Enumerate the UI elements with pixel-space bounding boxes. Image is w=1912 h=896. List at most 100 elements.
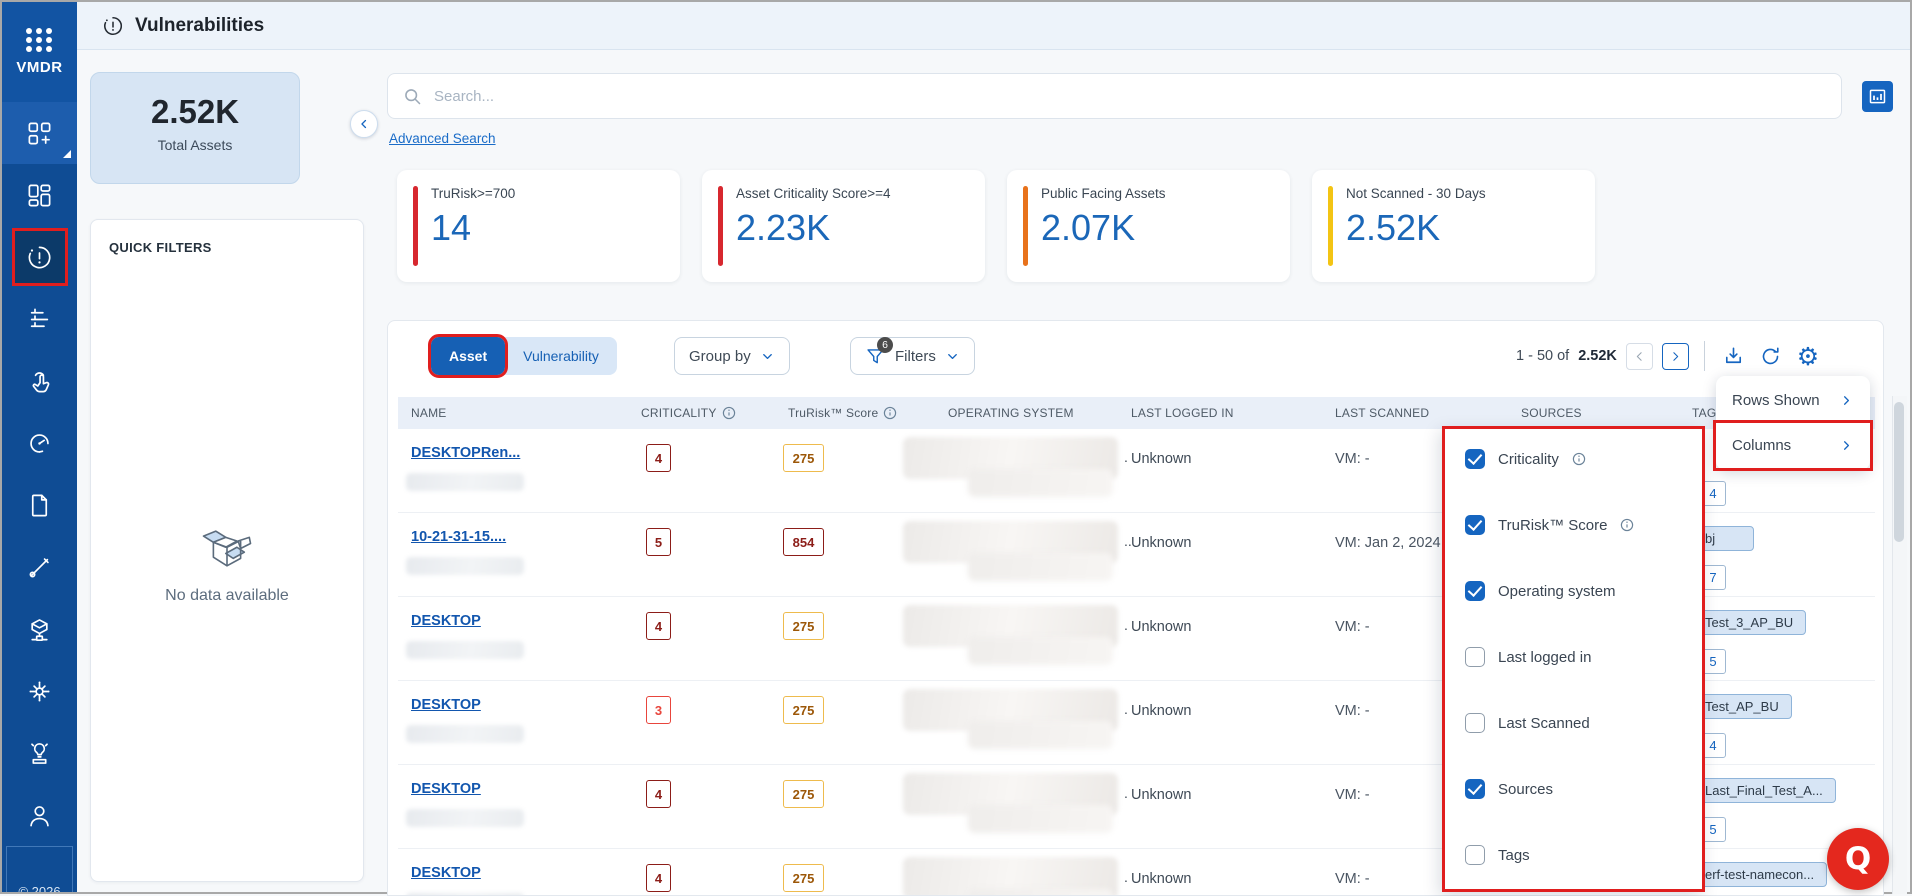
redacted-operating-system-line2: [968, 469, 1113, 497]
tag-chip[interactable]: Last_Final_Test_A...: [1692, 778, 1836, 803]
redacted-operating-system-line2: [968, 805, 1113, 833]
settings-menu-item[interactable]: Columns: [1713, 420, 1873, 471]
hand-click-icon: [32, 371, 50, 392]
collapse-panel-button[interactable]: [350, 110, 378, 138]
sidebar-item-response[interactable]: [2, 350, 77, 412]
tag-chip[interactable]: Test_3_AP_BU: [1692, 610, 1807, 635]
sidebar-item-tools[interactable]: [2, 536, 77, 598]
stat-card[interactable]: Public Facing Assets 2.07K: [1007, 170, 1290, 282]
sidebar-item-network[interactable]: [2, 660, 77, 722]
refresh-icon: [1763, 346, 1780, 364]
filters-dropdown[interactable]: 6 Filters: [850, 336, 975, 375]
sidebar-item-insights[interactable]: [2, 722, 77, 784]
checkbox[interactable]: [1465, 779, 1485, 799]
column-header[interactable]: LAST LOGGED IN: [1131, 397, 1234, 429]
column-option[interactable]: Operating system: [1465, 581, 1702, 601]
document-icon: [31, 494, 48, 516]
table-row[interactable]: DESKTOP 4 275 . Unknown VM: - Last_Final…: [398, 765, 1875, 849]
sidebar-item-gauge[interactable]: [2, 412, 77, 474]
column-option[interactable]: Sources: [1465, 779, 1702, 799]
column-option[interactable]: Tags: [1465, 845, 1702, 865]
stat-value: 2.52K: [1346, 207, 1441, 248]
trurisk-score-badge: 275: [783, 864, 824, 892]
checkbox[interactable]: [1465, 581, 1485, 601]
pagination-bar: 1 - 50 of 2.52K ⚙: [1516, 341, 1822, 371]
stat-card[interactable]: Asset Criticality Score>=4 2.23K: [702, 170, 985, 282]
column-header[interactable]: SOURCES: [1521, 397, 1582, 429]
tag-chip[interactable]: erf-test-namecon...: [1692, 862, 1828, 887]
asset-name-link[interactable]: DESKTOP: [411, 613, 481, 629]
column-header[interactable]: TruRisk™ Score: [788, 397, 897, 429]
sidebar-logo[interactable]: VMDR: [2, 2, 77, 102]
tab-vulnerability[interactable]: Vulnerability: [523, 348, 599, 364]
column-option-label: Last Scanned: [1498, 714, 1590, 732]
sidebar-item-dashboard[interactable]: [2, 164, 77, 226]
info-icon[interactable]: [722, 406, 736, 420]
asset-name-link[interactable]: DESKTOP: [411, 781, 481, 797]
criticality-badge: 4: [646, 864, 671, 892]
group-by-dropdown[interactable]: Group by: [674, 337, 790, 375]
qualys-help-button[interactable]: Q: [1827, 828, 1889, 890]
tab-asset[interactable]: Asset: [427, 334, 509, 378]
stat-card[interactable]: Not Scanned - 30 Days 2.52K: [1312, 170, 1595, 282]
stat-card[interactable]: TruRisk>=700 14: [397, 170, 680, 282]
sidebar-item-vulnerabilities[interactable]: [2, 226, 77, 288]
column-header[interactable]: NAME: [411, 397, 446, 429]
divider: [1703, 341, 1705, 371]
info-icon[interactable]: [1620, 518, 1634, 532]
refresh-button[interactable]: [1757, 342, 1785, 370]
checkbox[interactable]: [1465, 449, 1485, 469]
tag-chip[interactable]: Test_AP_BU: [1692, 694, 1792, 719]
sidebar-item-reports[interactable]: [2, 474, 77, 536]
column-option[interactable]: TruRisk™ Score: [1465, 515, 1702, 535]
grid-dots-icon: [26, 28, 53, 52]
stat-label: TruRisk>=700: [431, 186, 516, 201]
column-header-label: SOURCES: [1521, 406, 1582, 420]
redacted-operating-system-line2: [968, 553, 1113, 581]
column-header[interactable]: LAST SCANNED: [1335, 397, 1429, 429]
advanced-search-link[interactable]: Advanced Search: [389, 131, 496, 146]
column-option[interactable]: Last Scanned: [1465, 713, 1702, 733]
column-header-label: LAST SCANNED: [1335, 406, 1430, 420]
column-option-label: Sources: [1498, 780, 1554, 798]
checkbox[interactable]: [1465, 515, 1485, 535]
sidebar-item-apps[interactable]: [2, 102, 77, 164]
column-option-label: TruRisk™ Score: [1498, 516, 1608, 534]
last-logged-in-value: Unknown: [1131, 871, 1192, 887]
column-header-label: TruRisk™ Score: [788, 406, 879, 420]
column-header[interactable]: OPERATING SYSTEM: [948, 397, 1074, 429]
total-assets-card[interactable]: 2.52K Total Assets: [90, 72, 300, 184]
stat-value: 2.07K: [1041, 207, 1136, 248]
prev-page-button[interactable]: [1625, 342, 1653, 370]
column-option[interactable]: Criticality: [1465, 449, 1702, 469]
checkbox[interactable]: [1465, 845, 1485, 865]
column-option[interactable]: Last logged in: [1465, 647, 1702, 667]
total-assets-label: Total Assets: [157, 137, 233, 153]
settings-button[interactable]: ⚙: [1794, 342, 1822, 370]
column-header[interactable]: CRITICALITY: [641, 397, 736, 429]
os-text-suffix: .: [1124, 617, 1128, 633]
sidebar-item-prioritization[interactable]: [2, 288, 77, 350]
checkbox[interactable]: [1465, 713, 1485, 733]
table-row[interactable]: DESKTOP 3 275 . Unknown VM: - Test_AP_BU…: [398, 681, 1875, 765]
asset-name-link[interactable]: DESKTOP: [411, 865, 481, 881]
asset-name-link[interactable]: DESKTOPRen...: [411, 445, 521, 461]
next-page-button[interactable]: [1661, 342, 1689, 370]
download-button[interactable]: [1720, 342, 1748, 370]
sidebar-item-assets[interactable]: [2, 598, 77, 660]
asset-name-link[interactable]: DESKTOP: [411, 697, 481, 713]
chart-view-button[interactable]: [1862, 81, 1893, 112]
info-icon[interactable]: [1572, 452, 1586, 466]
info-icon[interactable]: [883, 406, 897, 420]
search-input[interactable]: Search...: [387, 73, 1842, 119]
columns-chooser-panel: Criticality TruRisk™ Score Operating sys…: [1442, 426, 1705, 892]
stat-accent-bar: [718, 186, 723, 266]
apps-add-icon: [28, 122, 51, 144]
table-row[interactable]: DESKTOPRen... 4 275 . Unknown VM: - 4: [398, 429, 1875, 513]
checkbox[interactable]: [1465, 647, 1485, 667]
sidebar-item-profile[interactable]: [2, 784, 77, 846]
settings-menu-item[interactable]: Rows Shown: [1716, 378, 1870, 423]
asset-name-link[interactable]: 10-21-31-15....: [411, 529, 507, 545]
table-scrollbar-thumb[interactable]: [1894, 402, 1904, 542]
table-row[interactable]: DESKTOP 4 275 . Unknown VM: - Test_3_AP_…: [398, 597, 1875, 681]
